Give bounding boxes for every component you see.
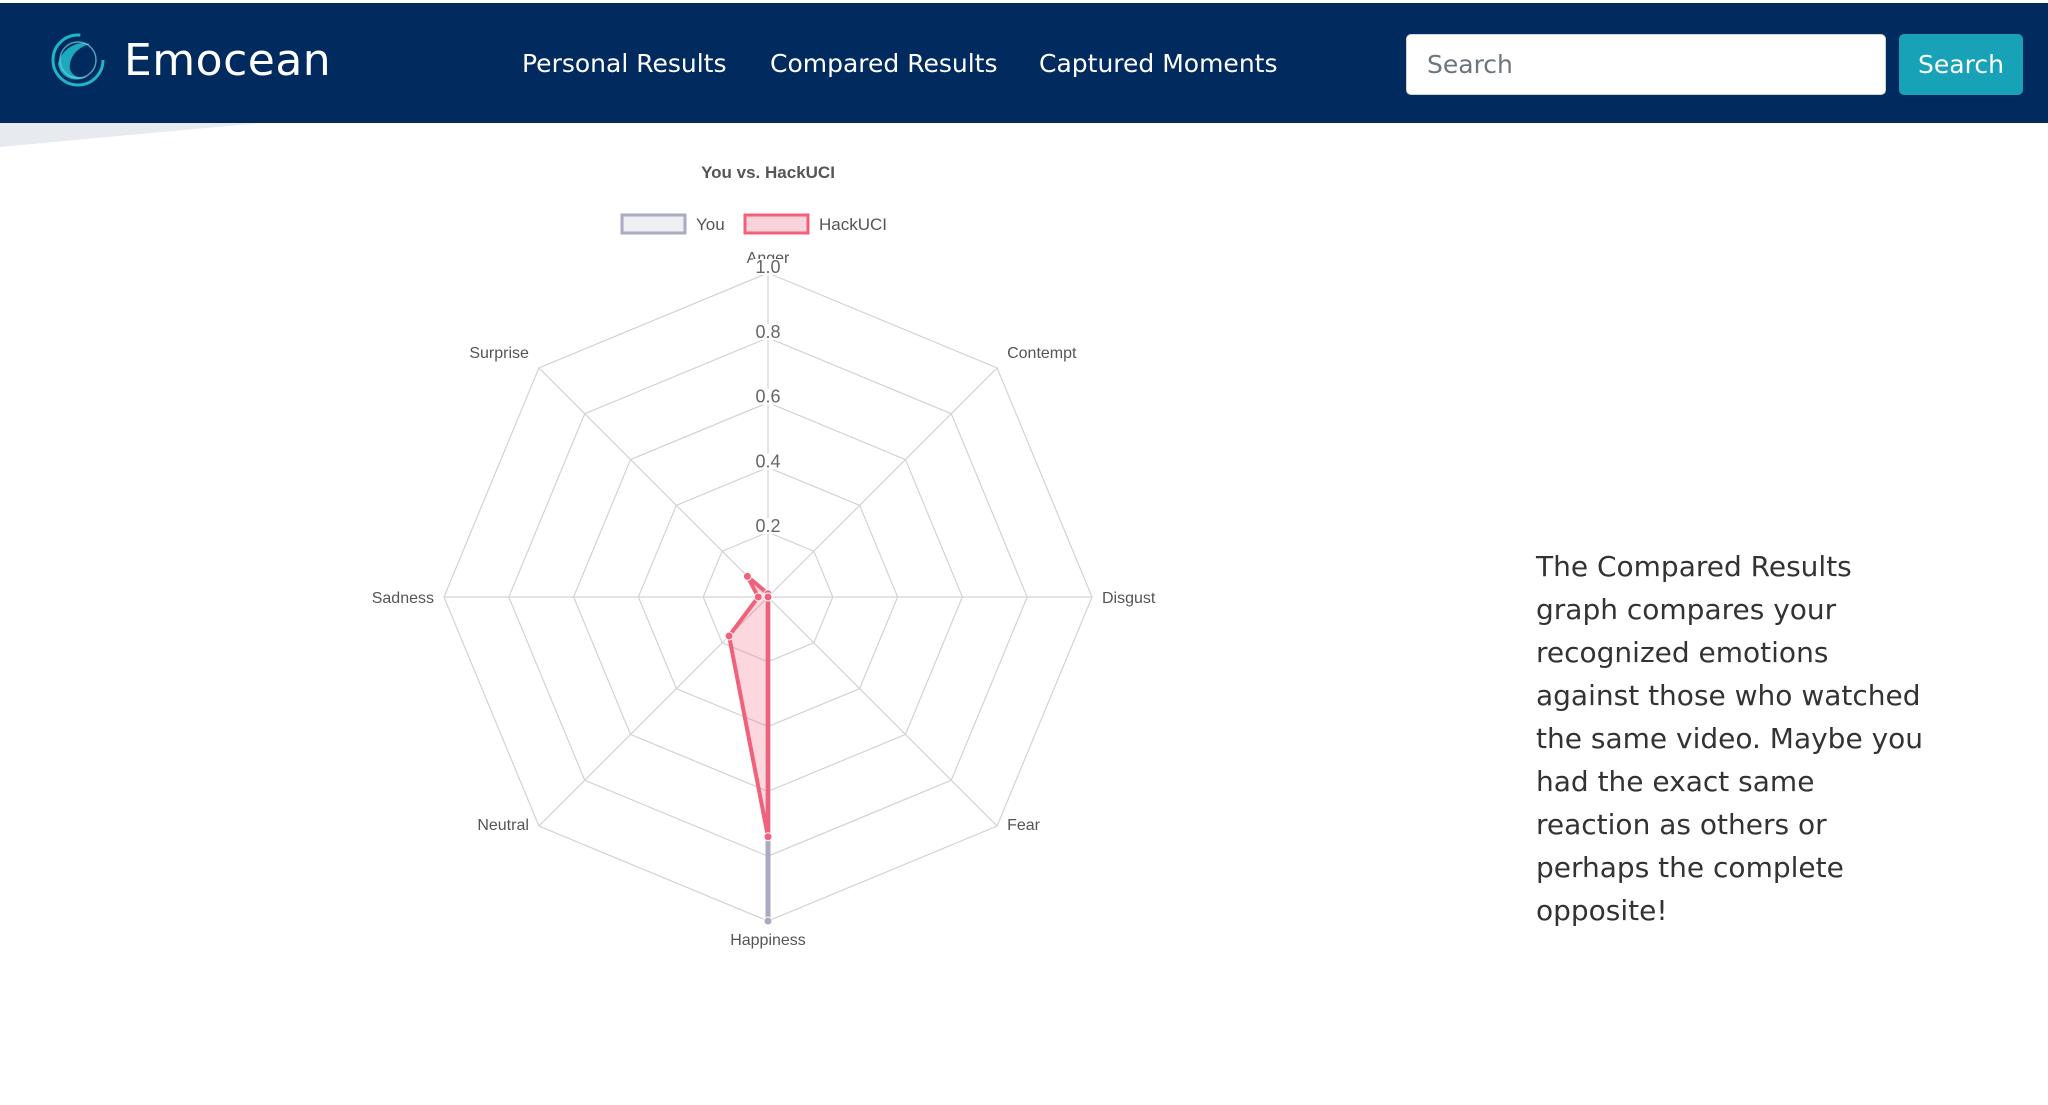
tick-label-4: 1.0 — [755, 257, 780, 277]
radar-chart: You vs. HackUCI You HackUCI AngerContemp… — [372, 163, 1156, 949]
axis-label-surprise: Surprise — [469, 345, 529, 362]
brand-link[interactable]: Emocean — [48, 25, 331, 95]
axis-label-disgust: Disgust — [1102, 590, 1156, 607]
point-hackuci-surprise[interactable] — [742, 571, 752, 581]
spoke-fear — [767, 596, 998, 827]
header-accent-band — [0, 123, 260, 147]
axis-label-fear: Fear — [1007, 817, 1041, 834]
compared-results-description: The Compared Results graph compares your… — [1536, 550, 1924, 927]
legend-swatch-you — [620, 213, 687, 235]
legend-label-hackuci: HackUCI — [819, 215, 887, 234]
axis-label-sadness: Sadness — [372, 590, 434, 607]
legend-item-hackuci[interactable]: HackUCI — [743, 213, 887, 235]
radar-tick-labels: 0.2 0.4 0.6 0.8 1.0 — [753, 257, 783, 536]
brand-name: Emocean — [124, 34, 332, 86]
nav-link-captured-moments[interactable]: Captured Moments — [1039, 49, 1278, 78]
radar-series — [724, 571, 773, 926]
search-button[interactable]: Search — [1899, 34, 2023, 95]
legend-label-you: You — [696, 215, 725, 234]
tick-label-1: 0.4 — [755, 451, 780, 471]
navbar: Emocean Personal Results Compared Result… — [0, 0, 2048, 123]
tick-label-bg-1 — [753, 453, 783, 470]
axis-label-happiness: Happiness — [730, 932, 806, 949]
point-you-happiness[interactable] — [763, 916, 773, 926]
series-area-hackuci — [727, 574, 770, 839]
spoke-contempt — [767, 367, 998, 598]
tick-label-3: 0.8 — [755, 322, 780, 342]
tick-label-0: 0.2 — [755, 516, 780, 536]
chart-title: You vs. HackUCI — [701, 163, 835, 182]
point-hackuci-fear[interactable] — [763, 592, 773, 602]
nav-link-personal-results[interactable]: Personal Results — [522, 49, 727, 78]
tick-label-2: 0.6 — [755, 387, 780, 407]
chart-legend: You HackUCI — [620, 213, 887, 235]
spoke-surprise — [538, 367, 769, 598]
legend-item-you[interactable]: You — [620, 213, 725, 235]
radar-axis-labels: AngerContemptDisgustFearHappinessNeutral… — [372, 250, 1156, 949]
point-hackuci-sadness[interactable] — [753, 592, 763, 602]
point-hackuci-happiness[interactable] — [763, 832, 773, 842]
tick-label-bg-3 — [753, 323, 783, 340]
nav-link-compared-results[interactable]: Compared Results — [770, 49, 998, 78]
tick-label-bg-4 — [753, 259, 783, 275]
tick-label-bg-2 — [753, 388, 783, 405]
legend-swatch-hackuci — [743, 213, 810, 235]
search-input[interactable] — [1406, 34, 1886, 95]
axis-label-contempt: Contempt — [1007, 345, 1077, 362]
point-hackuci-neutral[interactable] — [724, 631, 734, 641]
tick-label-bg-0 — [753, 518, 783, 535]
wave-circle-icon — [51, 33, 105, 87]
axis-label-neutral: Neutral — [477, 817, 529, 834]
